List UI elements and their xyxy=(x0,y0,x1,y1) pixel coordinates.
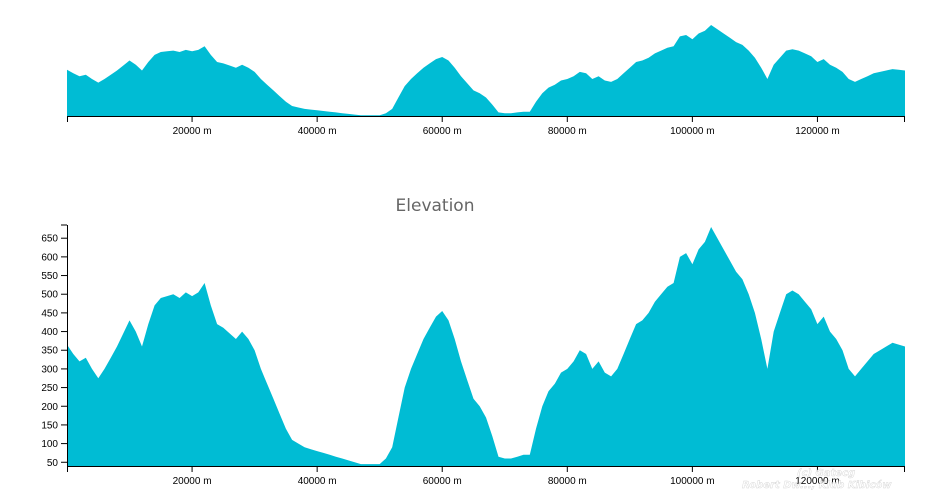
main-x-tick-label: 80000 m xyxy=(548,476,587,487)
chart-title: Elevation xyxy=(396,196,475,216)
main-y-tick-label: 400 xyxy=(41,327,58,338)
main-chart[interactable]: 20000 m 40000 m 60000 m 80000 m 100000 m 1200… xyxy=(41,224,905,487)
main-y-tick-label: 250 xyxy=(41,383,58,394)
main-y-tick-label: 550 xyxy=(41,271,58,282)
main-x-tick-label: 20000 m xyxy=(173,476,212,487)
watermark-line-1: (c) Gatecg xyxy=(797,468,855,479)
main-y-tick-label: 300 xyxy=(41,364,58,375)
overview-x-tick-label: 100000 m xyxy=(670,126,714,137)
watermark-line-2: Robert Dw..., Klub Kibiców xyxy=(742,479,892,491)
main-y-tick-label: 450 xyxy=(41,308,58,319)
main-y-tick-label: 650 xyxy=(41,234,58,245)
overview-x-tick-label: 40000 m xyxy=(298,126,337,137)
main-x-tick-label: 100000 m xyxy=(670,476,714,487)
main-y-tick-label: 350 xyxy=(41,346,58,357)
main-x-tick-label: 60000 m xyxy=(423,476,462,487)
main-y-tick-label: 150 xyxy=(41,420,58,431)
main-x-tick-label: 120000 m xyxy=(795,476,839,487)
main-y-tick-label: 600 xyxy=(41,252,58,263)
main-elevation-area xyxy=(67,227,905,466)
overview-x-tick-label: 120000 m xyxy=(795,126,839,137)
overview-chart[interactable]: 20000 m 40000 m 60000 m 80000 m 100000 m 1200… xyxy=(67,25,905,137)
main-y-tick-label: 50 xyxy=(47,458,59,469)
overview-x-tick-label: 80000 m xyxy=(548,126,587,137)
main-y-tick-label: 500 xyxy=(41,290,58,301)
main-x-tick-label: 40000 m xyxy=(298,476,337,487)
main-y-tick-label: 200 xyxy=(41,402,58,413)
overview-x-tick-label: 60000 m xyxy=(423,126,462,137)
main-y-tick-label: 100 xyxy=(41,439,58,450)
overview-elevation-area xyxy=(67,25,905,116)
overview-x-tick-label: 20000 m xyxy=(173,126,212,137)
